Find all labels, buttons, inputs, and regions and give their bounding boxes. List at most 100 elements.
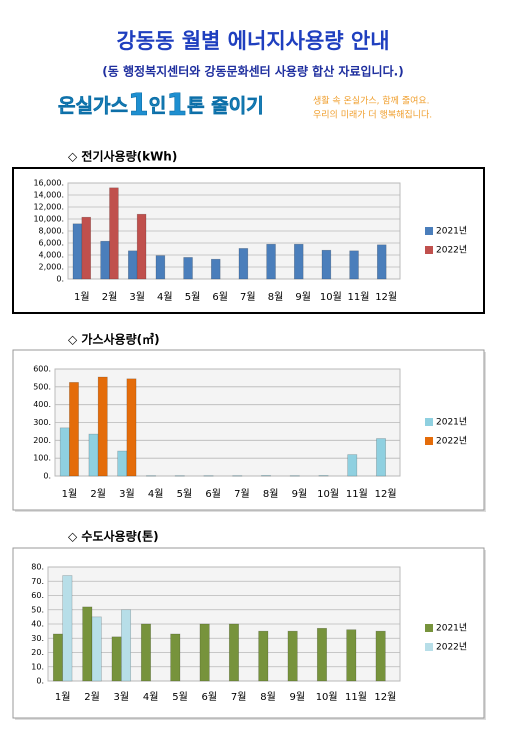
chart-title: ◇ 수도사용량(톤) [68, 529, 159, 544]
bar [258, 630, 269, 682]
bar [287, 630, 298, 682]
page-title: 강동동 월별 에너지사용량 안내 [116, 29, 389, 53]
x-tick-label: 5월 [185, 291, 201, 303]
banner-part: 인 [149, 95, 166, 117]
y-tick-label: 500. [33, 382, 51, 391]
bar [261, 475, 271, 477]
slogan: 생활 속 온실가스, 함께 줄여요. [313, 95, 430, 107]
x-tick-label: 8월 [263, 488, 279, 500]
y-tick-label: 0. [56, 275, 64, 284]
x-tick-label: 1월 [74, 291, 90, 303]
bar [146, 475, 156, 477]
bar [62, 575, 73, 682]
legend-label: 2022년 [436, 642, 467, 653]
bar [140, 623, 151, 682]
y-tick-label: 14,000. [33, 191, 64, 200]
x-tick-label: 7월 [240, 291, 256, 303]
bar [59, 427, 70, 477]
x-tick-label: 3월 [114, 691, 130, 703]
bar [136, 213, 147, 280]
y-tick-label: 8,000. [39, 227, 64, 236]
bar [347, 454, 358, 477]
bar [126, 378, 137, 477]
x-tick-label: 6월 [202, 691, 218, 703]
bar [100, 240, 110, 280]
y-tick-label: 200. [33, 436, 51, 445]
legend-swatch [425, 624, 433, 632]
legend-swatch [425, 643, 433, 651]
y-tick-label: 4,000. [39, 251, 64, 260]
bar [81, 216, 91, 280]
y-tick-label: 600. [33, 365, 51, 374]
x-tick-label: 4월 [157, 291, 173, 303]
y-tick-label: 2,000. [39, 263, 64, 272]
bar [121, 609, 132, 682]
bar [117, 450, 128, 477]
bar [316, 627, 327, 682]
banner-part: 1 [166, 88, 187, 123]
banner: 온실가스1인1톤 줄이기 [58, 88, 264, 123]
legend-swatch [425, 437, 433, 445]
x-tick-label: 5월 [177, 488, 193, 500]
bar [321, 249, 332, 280]
x-tick-label: 2월 [102, 291, 118, 303]
legend-swatch [425, 246, 433, 254]
x-tick-label: 8월 [268, 291, 284, 303]
x-tick-label: 9월 [295, 291, 311, 303]
x-tick-label: 6월 [205, 488, 221, 500]
bar [377, 244, 387, 280]
x-tick-label: 8월 [260, 691, 276, 703]
y-tick-label: 0. [43, 472, 51, 481]
x-tick-label: 9월 [292, 488, 308, 500]
y-tick-label: 12,000. [33, 203, 64, 212]
bar [266, 243, 276, 280]
legend-swatch [425, 418, 433, 426]
legend-swatch [425, 227, 433, 235]
y-tick-label: 100. [33, 454, 51, 463]
x-tick-label: 11월 [348, 291, 370, 303]
x-tick-label: 10월 [316, 691, 338, 703]
legend-label: 2022년 [436, 245, 467, 256]
x-tick-label: 12월 [375, 488, 397, 500]
x-tick-label: 7월 [231, 691, 247, 703]
bar [211, 258, 221, 280]
x-tick-label: 2월 [90, 488, 106, 500]
bar [109, 187, 119, 280]
y-tick-label: 80. [31, 563, 44, 572]
x-tick-label: 3월 [119, 488, 135, 500]
banner-part: 톤 줄이기 [187, 95, 264, 117]
chart-title: ◇ 가스사용량(㎥) [68, 332, 160, 347]
bar [289, 475, 300, 477]
y-tick-label: 70. [31, 577, 44, 586]
x-tick-label: 10월 [320, 291, 342, 303]
bar [203, 475, 214, 477]
y-tick-label: 300. [33, 418, 51, 427]
bar [88, 433, 99, 477]
page-subtitle: (동 행정복지센터와 강동문화센터 사용량 합산 자료입니다.) [102, 64, 403, 79]
bar [294, 243, 304, 280]
bar [111, 636, 122, 682]
y-tick-label: 10. [31, 662, 44, 671]
x-tick-label: 5월 [172, 691, 188, 703]
bar [376, 438, 386, 477]
legend-label: 2021년 [436, 623, 467, 634]
x-tick-label: 12월 [374, 691, 396, 703]
bar [72, 223, 83, 280]
y-tick-label: 60. [31, 591, 44, 600]
bar [318, 475, 329, 477]
y-tick-label: 16,000. [33, 179, 64, 188]
bar [97, 376, 108, 477]
legend-label: 2021년 [436, 226, 467, 237]
bar [82, 606, 93, 682]
bar [183, 257, 193, 280]
y-tick-label: 400. [33, 400, 51, 409]
bar [91, 616, 102, 682]
bar [375, 630, 386, 682]
bar [228, 623, 239, 682]
bar [174, 475, 185, 477]
y-tick-label: 50. [31, 605, 44, 614]
bar [349, 250, 359, 280]
bar [238, 248, 249, 280]
x-tick-label: 2월 [84, 691, 100, 703]
